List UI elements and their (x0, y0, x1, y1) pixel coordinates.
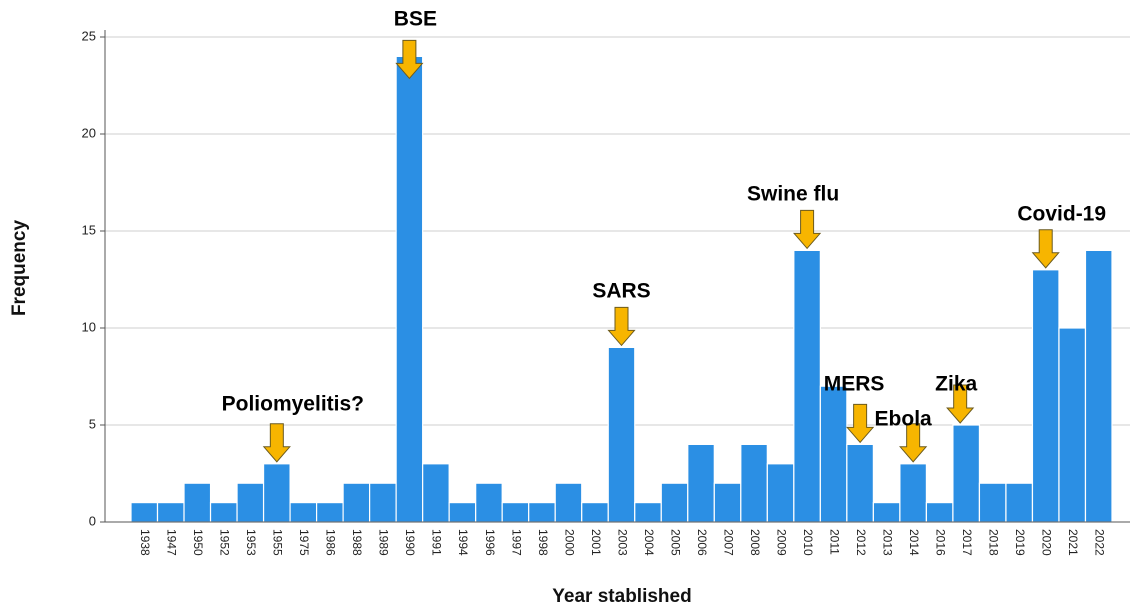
x-tick-label: 2014 (907, 529, 921, 556)
bar (1005, 482, 1034, 523)
y-tick-label: 0 (89, 513, 96, 528)
x-tick-label: 1997 (509, 529, 523, 556)
bar (528, 502, 556, 523)
annotation-label: Covid-19 (1017, 203, 1106, 226)
x-tick-label: 1996 (483, 529, 497, 556)
x-tick-label: 2018 (987, 529, 1001, 556)
x-tick-label: 2011 (827, 529, 841, 555)
x-tick-label: 2019 (1013, 529, 1027, 556)
x-tick-label: 2005 (668, 529, 682, 556)
y-tick-label: 10 (82, 319, 96, 334)
x-tick-label: 1955 (271, 529, 285, 556)
bar (793, 249, 821, 523)
bar (395, 55, 424, 523)
x-tick-label: 2021 (1066, 529, 1080, 556)
y-tick-label: 20 (82, 125, 96, 140)
x-tick-label: 2012 (854, 529, 868, 556)
annotation-arrow (793, 209, 822, 250)
bar (475, 482, 503, 523)
bar (819, 385, 848, 523)
annotation-label: MERS (824, 373, 885, 396)
x-tick-label: 2007 (721, 529, 735, 556)
x-axis-title: Year stablished (552, 586, 691, 607)
bar (872, 502, 901, 523)
x-tick-label: 1952 (218, 529, 232, 556)
bar (846, 443, 874, 523)
bar (1031, 269, 1060, 523)
annotation-arrow (946, 384, 975, 424)
y-tick-label: 25 (82, 28, 96, 43)
bar (501, 502, 530, 523)
annotation-arrow (1031, 229, 1060, 269)
x-tick-label: 1994 (456, 529, 470, 556)
annotation-arrow (846, 403, 875, 444)
y-tick-label: 5 (89, 416, 96, 431)
x-tick-label: 2013 (880, 529, 894, 556)
bar (315, 502, 344, 523)
bar (369, 482, 397, 523)
bar (236, 482, 265, 523)
x-tick-label: 2016 (933, 529, 947, 556)
x-tick-label: 1953 (244, 529, 258, 556)
bar (660, 482, 689, 523)
x-tick-label: 1975 (297, 529, 311, 556)
annotation-label: Swine flu (747, 183, 839, 206)
bar (262, 463, 291, 523)
x-tick-label: 2017 (960, 529, 974, 556)
y-tick-label: 15 (82, 222, 96, 237)
bar (1058, 327, 1087, 523)
bar (634, 502, 662, 523)
x-tick-label: 2001 (589, 529, 603, 556)
bar (766, 463, 795, 523)
annotation-label: SARS (592, 280, 650, 303)
bar (342, 482, 371, 523)
bar (422, 463, 450, 523)
bar (687, 443, 715, 523)
bar (581, 502, 609, 523)
bar (713, 482, 742, 523)
bar (978, 482, 1007, 523)
x-tick-label: 1991 (430, 529, 444, 556)
x-tick-label: 2006 (695, 529, 709, 556)
bar (156, 502, 185, 523)
bar (130, 502, 159, 523)
x-tick-label: 2010 (801, 529, 815, 556)
bar (448, 502, 477, 523)
annotation-arrow (899, 423, 928, 463)
bar (899, 463, 928, 523)
x-tick-label: 1950 (191, 529, 205, 556)
x-tick-label: 2009 (774, 529, 788, 556)
y-axis-title: Frequency (9, 220, 30, 317)
x-tick-label: 2020 (1040, 529, 1054, 556)
x-tick-label: 1989 (377, 529, 391, 556)
x-tick-label: 1947 (165, 529, 179, 556)
annotation-label: Ebola (875, 408, 932, 431)
x-tick-label: 1986 (324, 529, 338, 556)
annotation-arrow (395, 39, 424, 80)
bar (607, 346, 636, 523)
x-tick-label: 2022 (1093, 529, 1107, 556)
bar (740, 443, 768, 523)
x-tick-label: 2004 (642, 529, 656, 556)
annotation-arrow (262, 423, 291, 463)
x-tick-label: 2003 (615, 529, 629, 556)
bar (1084, 249, 1113, 523)
x-tick-label: 1938 (138, 529, 152, 556)
bar (183, 482, 212, 523)
annotation-label: Zika (935, 373, 977, 396)
x-tick-label: 1998 (536, 529, 550, 556)
bar (952, 424, 981, 523)
bar (289, 502, 318, 523)
bar (209, 502, 238, 523)
x-tick-label: 1990 (403, 529, 417, 556)
annotation-label: BSE (394, 8, 437, 31)
x-tick-label: 1988 (350, 529, 364, 556)
bar (554, 482, 583, 523)
x-tick-label: 2000 (562, 529, 576, 556)
annotation-arrow (607, 306, 636, 347)
x-tick-label: 2008 (748, 529, 762, 556)
annotation-label: Poliomyelitis? (222, 393, 364, 416)
bar (925, 502, 954, 523)
